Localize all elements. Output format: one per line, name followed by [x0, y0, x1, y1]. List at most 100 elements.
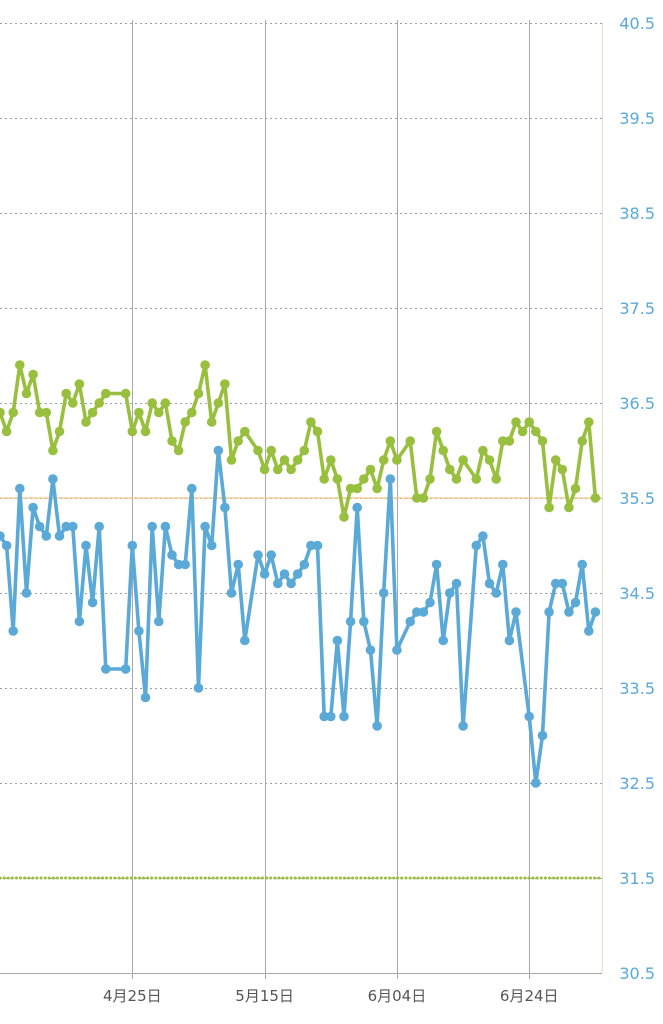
data-point[interactable] — [68, 398, 78, 408]
data-point[interactable] — [352, 483, 363, 494]
data-point[interactable] — [498, 559, 508, 570]
data-point[interactable] — [259, 569, 270, 579]
data-point[interactable] — [41, 407, 52, 418]
data-point[interactable] — [81, 417, 91, 427]
data-point[interactable] — [564, 607, 574, 617]
data-point[interactable] — [412, 493, 422, 503]
data-point[interactable] — [471, 474, 482, 484]
data-point[interactable] — [94, 398, 104, 408]
data-point[interactable] — [451, 474, 462, 484]
data-point[interactable] — [213, 398, 224, 408]
data-point[interactable] — [312, 540, 323, 551]
data-point[interactable] — [61, 388, 71, 399]
data-point[interactable] — [220, 379, 230, 389]
data-point[interactable] — [14, 483, 25, 494]
data-point[interactable] — [154, 407, 164, 418]
data-point[interactable] — [21, 588, 32, 598]
data-point[interactable] — [431, 559, 442, 570]
data-point[interactable] — [544, 502, 554, 513]
data-point[interactable] — [511, 417, 521, 427]
data-point[interactable] — [220, 502, 230, 513]
data-point[interactable] — [233, 559, 243, 570]
data-point[interactable] — [378, 455, 389, 465]
data-point[interactable] — [345, 483, 356, 494]
data-point[interactable] — [279, 455, 290, 465]
data-point[interactable] — [312, 426, 323, 437]
data-point[interactable] — [584, 417, 594, 427]
data-point[interactable] — [365, 645, 376, 655]
data-point[interactable] — [226, 455, 237, 465]
data-point[interactable] — [478, 445, 488, 456]
data-point[interactable] — [577, 559, 587, 570]
data-point[interactable] — [193, 388, 204, 399]
data-point[interactable] — [259, 464, 270, 475]
data-point[interactable] — [134, 626, 144, 636]
data-point[interactable] — [511, 607, 521, 617]
data-point[interactable] — [378, 588, 389, 598]
data-point[interactable] — [445, 464, 455, 475]
data-point[interactable] — [326, 711, 336, 722]
data-point[interactable] — [1, 540, 12, 551]
data-point[interactable] — [200, 521, 210, 532]
data-point[interactable] — [240, 635, 250, 646]
data-point[interactable] — [127, 426, 138, 437]
data-point[interactable] — [28, 369, 38, 380]
data-point[interactable] — [431, 426, 442, 437]
data-point[interactable] — [147, 521, 157, 532]
data-point[interactable] — [74, 379, 85, 389]
data-point[interactable] — [206, 540, 217, 551]
data-point[interactable] — [134, 407, 144, 418]
data-point[interactable] — [504, 635, 515, 646]
data-point[interactable] — [14, 360, 25, 370]
data-point[interactable] — [405, 436, 416, 446]
data-point[interactable] — [173, 445, 184, 456]
data-point[interactable] — [87, 407, 98, 418]
data-point[interactable] — [458, 455, 468, 465]
data-point[interactable] — [286, 578, 296, 589]
data-point[interactable] — [524, 711, 534, 722]
data-point[interactable] — [41, 531, 52, 541]
data-point[interactable] — [140, 426, 151, 437]
data-point[interactable] — [577, 436, 587, 446]
data-point[interactable] — [180, 559, 190, 570]
data-point[interactable] — [478, 531, 488, 541]
data-point[interactable] — [253, 445, 263, 456]
data-point[interactable] — [319, 474, 330, 484]
data-point[interactable] — [590, 607, 601, 617]
data-point[interactable] — [425, 474, 435, 484]
data-point[interactable] — [167, 436, 177, 446]
data-point[interactable] — [273, 464, 283, 475]
data-point[interactable] — [531, 778, 541, 788]
data-point[interactable] — [544, 607, 554, 617]
data-point[interactable] — [74, 616, 85, 627]
data-point[interactable] — [68, 521, 78, 532]
data-point[interactable] — [61, 521, 71, 532]
data-point[interactable] — [584, 626, 594, 636]
data-point[interactable] — [187, 407, 197, 418]
data-point[interactable] — [345, 616, 356, 627]
data-point[interactable] — [372, 483, 382, 494]
data-point[interactable] — [233, 436, 243, 446]
data-point[interactable] — [484, 455, 495, 465]
data-point[interactable] — [550, 578, 561, 589]
data-point[interactable] — [524, 417, 534, 427]
data-point[interactable] — [54, 531, 65, 541]
data-point[interactable] — [537, 730, 548, 741]
data-point[interactable] — [279, 569, 290, 579]
data-point[interactable] — [385, 436, 396, 446]
data-point[interactable] — [359, 474, 369, 484]
data-point[interactable] — [418, 607, 429, 617]
data-point[interactable] — [1, 426, 12, 437]
data-point[interactable] — [0, 407, 5, 418]
data-point[interactable] — [8, 626, 18, 636]
data-point[interactable] — [491, 588, 502, 598]
data-point[interactable] — [48, 445, 58, 456]
data-point[interactable] — [147, 398, 157, 408]
data-point[interactable] — [445, 588, 455, 598]
data-point[interactable] — [34, 407, 45, 418]
data-point[interactable] — [187, 483, 197, 494]
data-point[interactable] — [484, 578, 495, 589]
data-point[interactable] — [101, 664, 111, 674]
data-point[interactable] — [21, 388, 32, 399]
data-point[interactable] — [240, 426, 250, 437]
